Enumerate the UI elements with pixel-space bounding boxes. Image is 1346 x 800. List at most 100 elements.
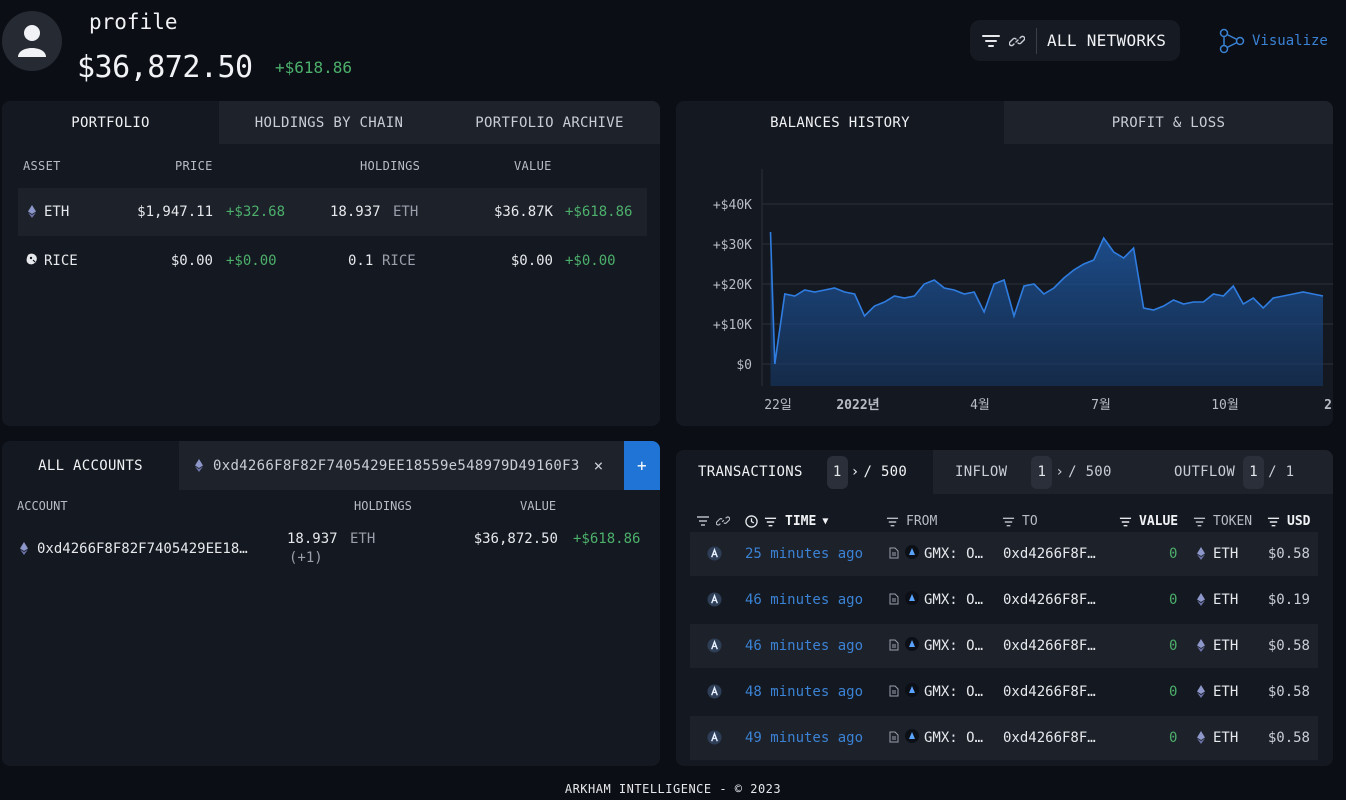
column-usd[interactable]: USD [1267,514,1310,529]
tab-portfolio-archive[interactable]: PORTFOLIO ARCHIVE [439,101,660,144]
arbitrum-icon[interactable] [707,592,722,611]
column-value[interactable]: VALUE [1119,514,1178,529]
token-symbol[interactable]: ETH [1213,730,1239,746]
asset-name[interactable]: ETH [44,204,70,220]
y-tick-label: +$40K [713,198,752,213]
page-number[interactable]: 1 [1243,455,1265,489]
avatar[interactable] [2,11,62,71]
tab-all-accounts[interactable]: ALL ACCOUNTS [2,441,179,490]
rice-icon [25,252,39,270]
eth-icon [20,542,28,559]
arbitrum-icon[interactable] [707,546,722,565]
arbitrum-icon[interactable] [707,684,722,703]
visualize-button[interactable]: Visualize [1218,28,1328,54]
asset-name[interactable]: RICE [44,253,78,269]
transaction-row[interactable]: 46 minutes ago GMX: O… 0xd4266F8F… 0 ETH $0.1… [690,578,1318,622]
to-address[interactable]: 0xd4266F8F… [1003,592,1096,608]
from-entity[interactable]: GMX: O… [924,592,984,608]
token-symbol[interactable]: ETH [1213,592,1239,608]
tab-inflow[interactable]: INFLOW 1 › / 500 [933,450,1150,494]
column-time[interactable]: TIME ▼ [745,514,828,529]
table-row[interactable]: RICE $0.00 +$0.00 0.1 RICE $0.00 +$0.00 [18,237,647,285]
chevron-right-icon[interactable]: › [850,464,860,480]
from-entity[interactable]: GMX: O… [924,546,984,562]
transaction-time-link[interactable]: 25 minutes ago [745,546,864,562]
clock-icon [745,515,758,528]
filter-icon[interactable] [886,517,899,527]
column-token[interactable]: TOKEN [1193,514,1252,529]
filter-icon[interactable] [1002,517,1015,527]
balance-chart[interactable]: $0 +$10K +$20K +$30K +$40K 22일 2022년 4월 7월 10월 2 [676,144,1333,426]
chevron-right-icon[interactable]: › [1055,464,1065,480]
from-entity[interactable]: GMX: O… [924,684,984,700]
link-icon[interactable] [1006,30,1028,52]
tab-account-address[interactable]: 0xd4266F8F82F7405429EE18559e548979D49160… [179,441,624,490]
column-holdings[interactable]: HOLDINGS [360,159,421,173]
document-icon[interactable] [889,593,899,609]
tab-portfolio[interactable]: PORTFOLIO [2,101,219,144]
gmx-icon [905,545,919,563]
page-number[interactable]: 1 [1031,455,1053,489]
transaction-value: 0 [1169,684,1178,700]
column-to[interactable]: TO [1002,514,1038,529]
network-selector[interactable]: ALL NETWORKS [970,20,1180,61]
network-label: ALL NETWORKS [1047,31,1167,50]
tab-transactions[interactable]: TRANSACTIONS 1 › / 500 [676,450,933,494]
token-symbol[interactable]: ETH [1213,546,1239,562]
tab-outflow[interactable]: OUTFLOW 1 / 1 [1150,450,1333,494]
link-icon[interactable] [716,514,730,528]
tab-profit-loss[interactable]: PROFIT & LOSS [1004,101,1333,144]
account-row[interactable]: 0xd4266F8F82F7405429EE18… 18.937 ETH (+1… [2,525,660,573]
tab-balances-history[interactable]: BALANCES HISTORY [676,101,1004,144]
to-address[interactable]: 0xd4266F8F… [1003,730,1096,746]
from-entity[interactable]: GMX: O… [924,638,984,654]
to-address[interactable]: 0xd4266F8F… [1003,684,1096,700]
close-icon[interactable]: × [593,456,604,475]
column-asset[interactable]: ASSET [23,159,61,173]
tab-holdings-by-chain[interactable]: HOLDINGS BY CHAIN [219,101,439,144]
column-value[interactable]: VALUE [520,499,557,513]
tab-label: OUTFLOW [1174,464,1236,480]
document-icon[interactable] [889,685,899,701]
account-address[interactable]: 0xd4266F8F82F7405429EE18… [37,541,248,557]
document-icon[interactable] [889,731,899,747]
document-icon[interactable] [889,547,899,563]
column-price[interactable]: PRICE [175,159,213,173]
column-value[interactable]: VALUE [514,159,552,173]
column-filters[interactable] [696,514,730,528]
sort-desc-icon[interactable]: ▼ [822,516,829,527]
filter-icon[interactable] [980,30,1002,52]
transaction-time-link[interactable]: 46 minutes ago [745,592,864,608]
add-account-button[interactable]: + [624,441,660,490]
transaction-row[interactable]: 46 minutes ago GMX: O… 0xd4266F8F… 0 ETH $0.5… [690,624,1318,668]
token-symbol[interactable]: ETH [1213,638,1239,654]
column-holdings[interactable]: HOLDINGS [354,499,412,513]
column-from[interactable]: FROM [886,514,937,529]
column-account[interactable]: ACCOUNT [17,499,68,513]
transaction-row[interactable]: 48 minutes ago GMX: O… 0xd4266F8F… 0 ETH $0.5… [690,670,1318,714]
filter-icon[interactable] [764,517,777,527]
table-row[interactable]: ETH $1,947.11 +$32.68 18.937 ETH $36.87K… [18,188,647,236]
transaction-time-link[interactable]: 46 minutes ago [745,638,864,654]
from-entity[interactable]: GMX: O… [924,730,984,746]
footer: ARKHAM INTELLIGENCE - © 2023 [564,782,782,796]
arbitrum-icon[interactable] [707,730,722,749]
transaction-time-link[interactable]: 49 minutes ago [745,730,864,746]
filter-icon[interactable] [1119,517,1132,527]
filter-icon[interactable] [1193,517,1206,527]
to-address[interactable]: 0xd4266F8F… [1003,546,1096,562]
account-value: $36,872.50 [473,531,558,547]
accounts-tabs: ALL ACCOUNTS 0xd4266F8F82F7405429EE18559… [2,441,660,490]
page-number[interactable]: 1 [826,455,848,489]
filter-icon[interactable] [1267,517,1280,527]
usd-amount: $0.58 [1267,638,1310,654]
transaction-row[interactable]: 49 minutes ago GMX: O… 0xd4266F8F… 0 ETH $0.5… [690,716,1318,760]
token-symbol[interactable]: ETH [1213,684,1239,700]
transaction-time-link[interactable]: 48 minutes ago [745,684,864,700]
document-icon[interactable] [889,639,899,655]
transaction-row[interactable]: 25 minutes ago GMX: O… 0xd4266F8F… 0 ETH $0.5… [690,532,1318,576]
usd-amount: $0.58 [1267,684,1310,700]
arbitrum-icon[interactable] [707,638,722,657]
to-address[interactable]: 0xd4266F8F… [1003,638,1096,654]
filter-icon[interactable] [696,516,710,526]
